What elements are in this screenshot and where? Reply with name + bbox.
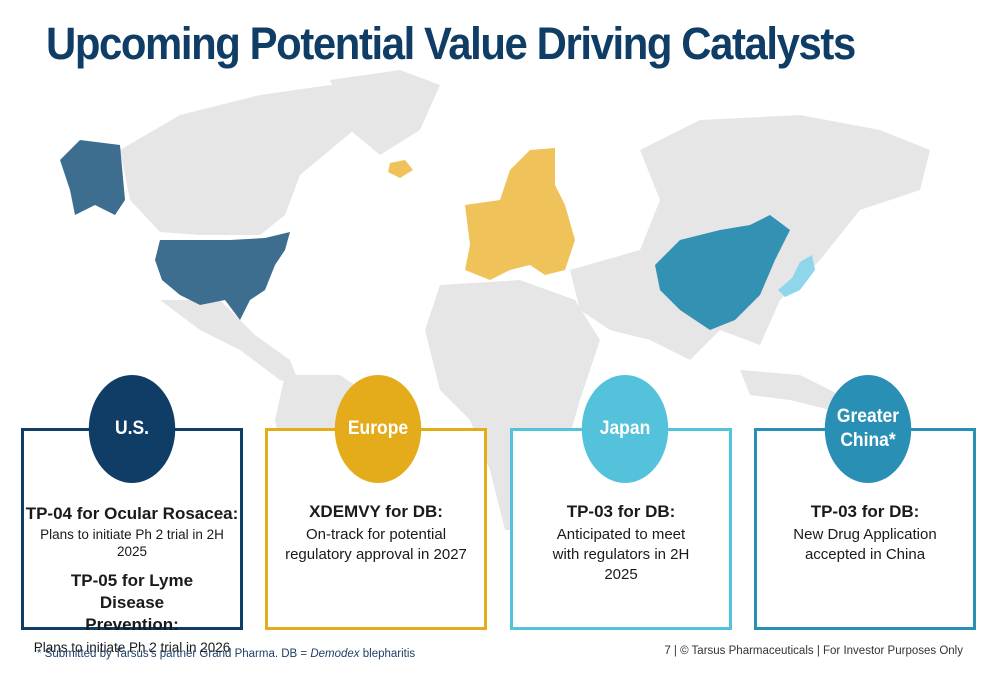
region-badge-japan: Japan	[581, 375, 669, 483]
region-badge-europe: Europe	[334, 375, 422, 483]
europe-shape	[465, 148, 575, 280]
card-europe-heading: XDEMVY for DB:	[309, 502, 443, 521]
alaska-shape	[60, 140, 125, 215]
card-china-heading: TP-03 for DB:	[810, 502, 920, 521]
card-japan-heading: TP-03 for DB:	[566, 502, 676, 521]
china-shape	[655, 215, 790, 330]
footnote-prefix: * Submitted by Tarsus's partner Grand Ph…	[37, 648, 311, 660]
footnote-italic: Demodex	[310, 648, 360, 660]
region-label-us: U.S.	[114, 418, 149, 439]
region-badge-us: U.S.	[88, 375, 176, 483]
card-japan-text: Anticipated to meet with regulators in 2…	[552, 526, 690, 583]
us-shape	[155, 232, 290, 320]
card-us-heading-2: TP-05 for Lyme Disease Prevention:	[70, 571, 194, 634]
footer-copyright: 7 | © Tarsus Pharmaceuticals | For Inves…	[664, 645, 963, 657]
region-label-europe: Europe	[347, 418, 409, 439]
footnote: * Submitted by Tarsus's partner Grand Ph…	[37, 648, 415, 660]
card-us-text-1: Plans to initiate Ph 2 trial in 2H 2025	[40, 527, 224, 559]
japan-shape	[778, 255, 815, 297]
region-label-japan: Japan	[599, 418, 651, 439]
card-us-text-2: Plans to initiate Ph 2 trial in 2026	[33, 640, 231, 655]
region-badge-china: Greater China*	[824, 375, 912, 483]
footnote-suffix: blepharitis	[359, 648, 416, 660]
region-label-china: Greater China*	[836, 406, 900, 451]
card-europe-text: On-track for potential regulatory approv…	[285, 526, 467, 563]
page-title: Upcoming Potential Value Driving Catalys…	[46, 18, 856, 69]
card-china-text: New Drug Application accepted in China	[793, 526, 937, 563]
card-us-heading-1: TP-04 for Ocular Rosacea:	[25, 504, 239, 523]
